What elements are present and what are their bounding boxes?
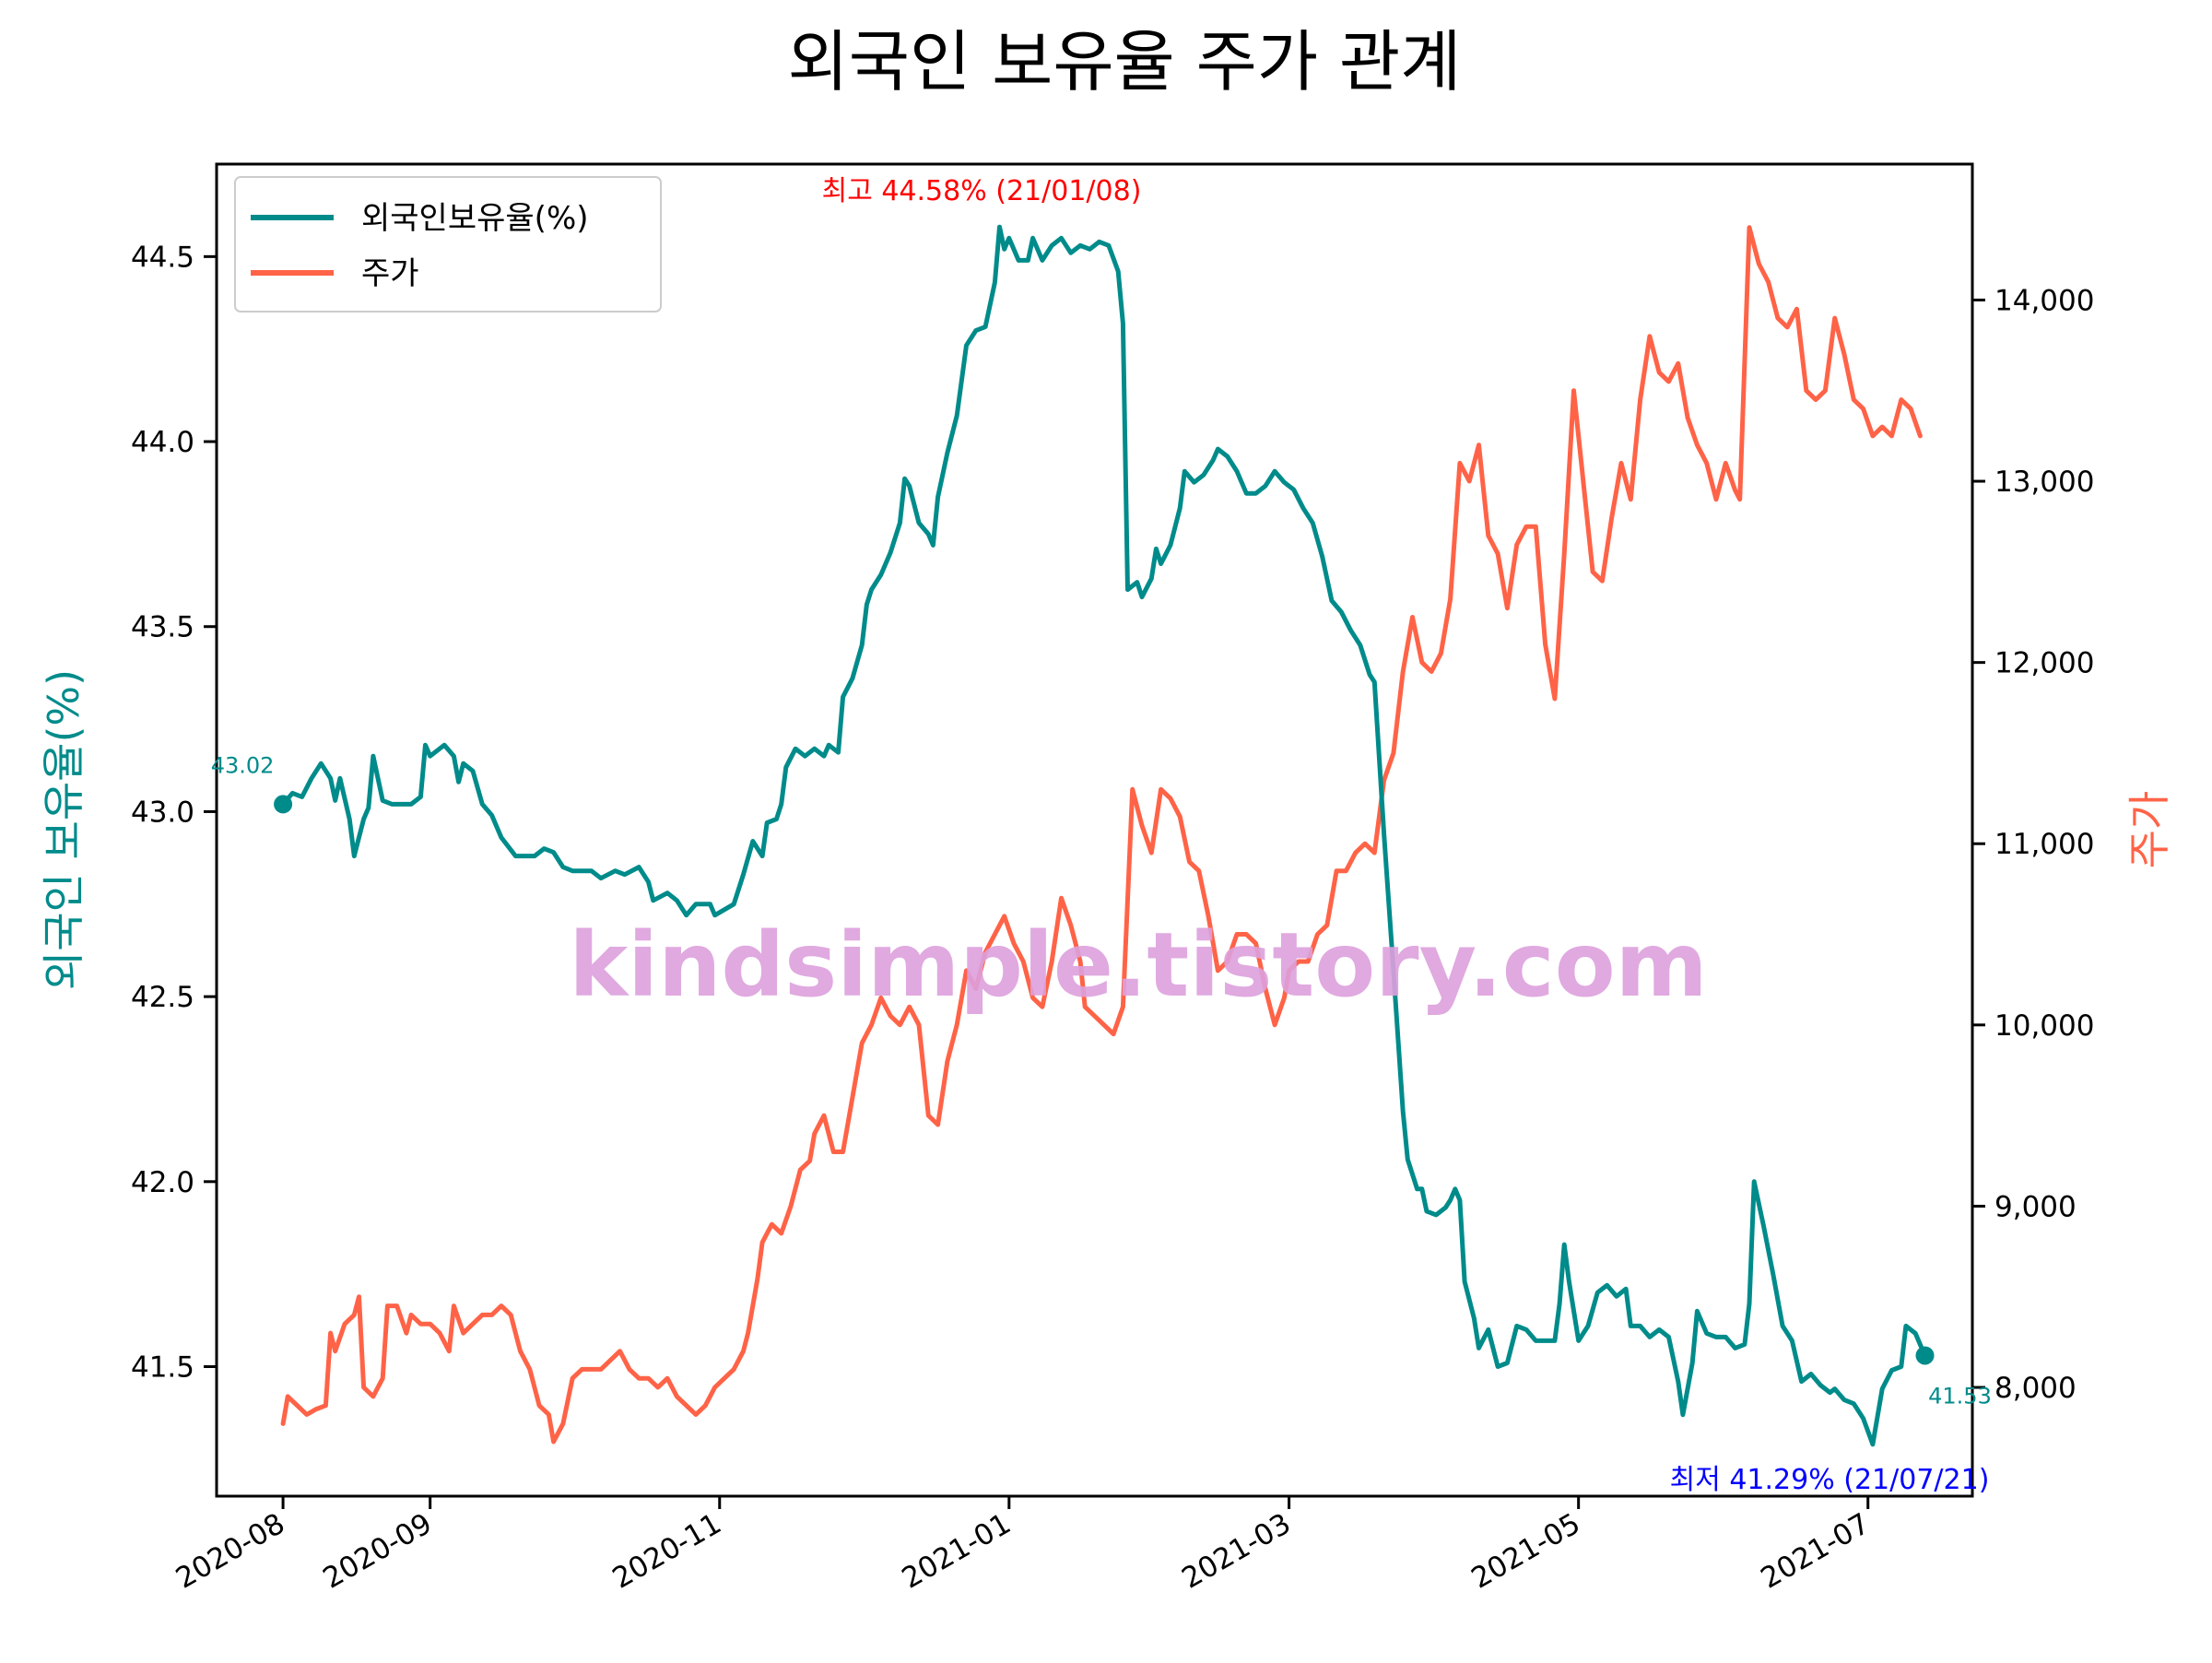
right-axis-label: 주가: [2124, 791, 2174, 869]
min-value-annotation: 최저 41.29% (21/07/21): [1670, 1464, 1990, 1496]
right-tick-label: 13,000: [1994, 466, 2094, 499]
left-tick-label: 41.5: [131, 1351, 194, 1385]
price-series-line: [280, 225, 1923, 1445]
left-tick-label: 42.5: [131, 981, 194, 1014]
legend-label-ownership: 외국인보유율(%): [361, 200, 589, 237]
plot-area-frame: [215, 162, 1974, 1498]
left-tick-label: 42.0: [131, 1166, 194, 1199]
legend-label-price: 주가: [361, 255, 419, 292]
left-tick-label: 44.5: [131, 241, 194, 274]
right-tick-label: 14,000: [1994, 284, 2094, 317]
start-point-marker: [274, 795, 293, 814]
right-tick-label: 12,000: [1994, 647, 2094, 680]
legend-box: [234, 176, 662, 313]
left-tick-label: 44.0: [131, 426, 194, 459]
left-tick-label: 43.5: [131, 611, 194, 644]
chart-title: 외국인 보유율 주가 관계: [787, 23, 1461, 100]
right-tick-label: 9,000: [1994, 1190, 2077, 1223]
end-value-label: 41.53: [1928, 1383, 1992, 1409]
legend: 외국인보유율(%) 주가: [234, 176, 662, 313]
max-value-annotation: 최고 44.58% (21/01/08): [822, 175, 1142, 207]
end-point-marker: [1915, 1346, 1935, 1365]
ownership-series-line: [280, 224, 1927, 1447]
left-axis-label: 외국인 보유율(%): [39, 669, 88, 990]
start-value-label: 43.02: [211, 752, 275, 778]
left-axis-ticks: 41.5 42.0 42.5 43.0 43.5 44.0 44.5: [131, 241, 217, 1385]
series-layer: [274, 224, 1935, 1447]
right-tick-label: 8,000: [1994, 1372, 2077, 1405]
watermark-text: kindsimple.tistory.com: [569, 914, 1707, 1017]
left-tick-label: 43.0: [131, 796, 194, 829]
right-axis-ticks: 8,000 9,000 10,000 11,000 12,000 13,000 14,000: [1972, 284, 2094, 1405]
right-tick-label: 10,000: [1994, 1009, 2094, 1043]
right-tick-label: 11,000: [1994, 828, 2094, 861]
